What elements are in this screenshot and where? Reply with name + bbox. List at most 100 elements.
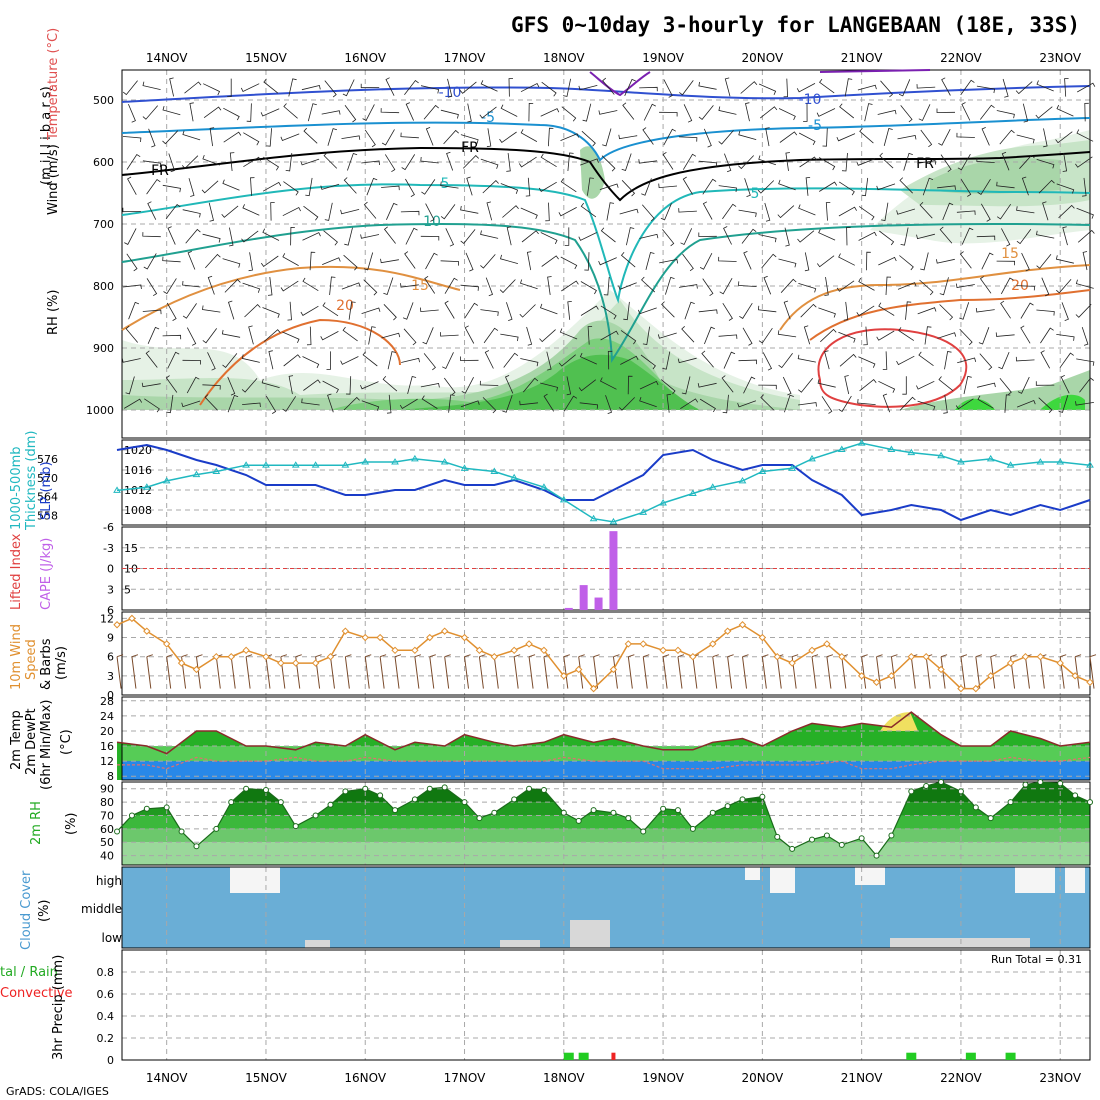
panel-frame xyxy=(121,696,1091,781)
wind-barb xyxy=(605,395,613,414)
wind-barb xyxy=(462,155,479,169)
wind-barb xyxy=(444,277,458,294)
wind-barb xyxy=(508,78,514,97)
wind-barb xyxy=(919,202,933,219)
wind-barb xyxy=(976,157,995,163)
wind-barb-10m xyxy=(910,654,918,689)
wind-barb-10m xyxy=(890,654,898,689)
rh-marker xyxy=(674,807,681,814)
wind-barb xyxy=(227,394,239,413)
wind-barb xyxy=(486,128,492,148)
rh-marker xyxy=(461,799,468,806)
wind-barb xyxy=(624,78,636,96)
wind-barb xyxy=(996,260,1015,266)
wind-barb xyxy=(440,109,459,119)
rh-marker xyxy=(540,787,547,794)
rh-marker xyxy=(114,828,121,835)
cape-bar xyxy=(594,597,603,610)
panel-frame xyxy=(121,611,1091,696)
wind-barb xyxy=(758,155,777,166)
precip-total-bar xyxy=(563,1052,574,1060)
isotherm-label: 5 xyxy=(751,186,760,202)
wind-barb xyxy=(977,395,994,409)
wind-barb xyxy=(981,252,994,270)
wind-barb xyxy=(127,176,137,195)
wind-barb xyxy=(944,351,952,370)
wind-speed-marker xyxy=(326,652,335,661)
wind-barb xyxy=(582,103,592,122)
wind-barb xyxy=(499,279,516,294)
rh-marker xyxy=(873,852,880,859)
wind-barb xyxy=(545,202,550,222)
li-tick: 3 xyxy=(107,583,114,596)
cloud-gap xyxy=(1015,867,1055,893)
wind-barb xyxy=(166,394,174,414)
wind-barb xyxy=(520,82,540,93)
wind-barb xyxy=(959,302,970,320)
wind-barb xyxy=(128,103,136,123)
wind-barb xyxy=(229,152,235,172)
wind-barb xyxy=(919,279,934,296)
wind-barb xyxy=(519,400,539,406)
wind-barb xyxy=(839,353,857,367)
wind-barb xyxy=(162,184,181,193)
wind-barb xyxy=(681,326,695,343)
wind-barb xyxy=(500,104,518,117)
wind-barb-10m xyxy=(593,654,600,689)
wind-barb xyxy=(242,282,261,293)
wind-barb xyxy=(896,208,916,215)
wind-barb xyxy=(208,202,214,222)
wind-barb xyxy=(976,382,996,388)
wind-barb xyxy=(819,78,835,94)
wind-barb xyxy=(784,394,794,413)
wind-barb xyxy=(522,377,539,393)
wind-barb xyxy=(780,278,797,293)
wind-barb xyxy=(303,205,319,221)
wind-barb xyxy=(857,398,876,405)
wind-barb xyxy=(460,229,476,244)
wind-barb xyxy=(1040,350,1051,369)
wind-barb-10m xyxy=(464,654,471,689)
wind-barb xyxy=(348,301,356,320)
wind-barb xyxy=(240,83,260,93)
wind-speed-marker xyxy=(957,684,965,693)
wind-barb xyxy=(205,253,221,269)
wind-barb xyxy=(1082,251,1088,271)
pressure-tick: 500 xyxy=(93,94,114,107)
wind-barb-10m xyxy=(776,654,784,689)
thickness-marker xyxy=(162,476,171,484)
wind-barb xyxy=(761,253,777,269)
wind-barb xyxy=(368,326,376,345)
isotherm-contour xyxy=(817,328,968,408)
rh-marker xyxy=(858,835,865,842)
temp-label-a: 2m Temp xyxy=(9,710,24,770)
temp-ylabel: Temperature (°C) xyxy=(46,28,61,141)
wind-barb xyxy=(996,181,1015,189)
wind-barb xyxy=(782,376,792,396)
wind-speed-marker xyxy=(738,621,747,629)
wind-barb xyxy=(878,302,895,316)
rh-marker xyxy=(213,825,220,832)
wind-barb xyxy=(779,131,798,143)
wind-barb xyxy=(181,400,201,408)
wind-barb xyxy=(182,280,201,288)
wind-barb xyxy=(202,233,221,243)
wind-barb xyxy=(678,208,697,213)
wind-barb xyxy=(340,209,360,215)
wind-barb xyxy=(798,377,814,393)
wind-barb xyxy=(1001,228,1011,247)
wind-barb xyxy=(843,301,849,321)
wind-barb xyxy=(1076,129,1094,142)
wind-barb xyxy=(189,102,194,122)
wind-barb xyxy=(479,106,497,119)
wind-barb xyxy=(639,86,658,92)
wind-barb xyxy=(718,256,737,262)
wind-barb xyxy=(122,136,142,143)
cape-bar xyxy=(564,607,573,610)
wind-speed-marker xyxy=(907,652,915,661)
thickness-marker xyxy=(361,458,370,465)
wind-barb xyxy=(897,135,917,140)
wind-barb xyxy=(698,105,714,120)
wind-barb xyxy=(403,328,417,346)
